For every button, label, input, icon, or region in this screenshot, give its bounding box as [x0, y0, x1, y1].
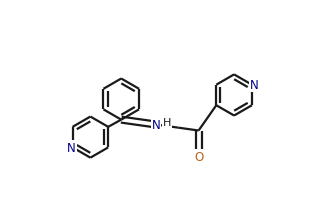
- Text: H: H: [163, 117, 171, 127]
- Text: N: N: [151, 118, 160, 131]
- Text: O: O: [194, 150, 203, 163]
- Text: N: N: [67, 141, 76, 154]
- Text: N: N: [250, 79, 259, 92]
